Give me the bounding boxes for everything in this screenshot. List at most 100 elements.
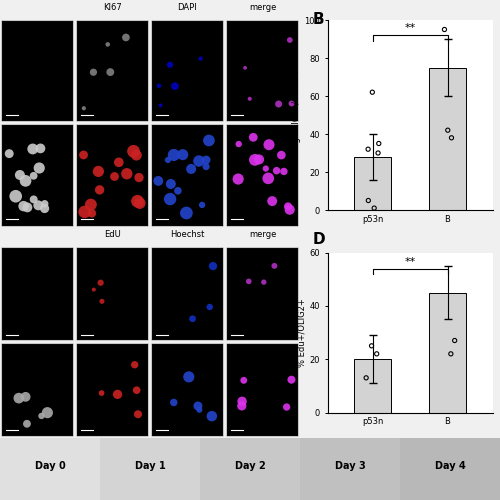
Point: [280, 168, 288, 175]
Point: [286, 36, 294, 44]
Point: [268, 197, 276, 205]
Point: [250, 134, 258, 141]
Point: [98, 298, 106, 306]
Text: KI67: KI67: [103, 2, 122, 12]
Point: [134, 197, 141, 205]
Point: [202, 162, 210, 170]
Point: [448, 134, 456, 142]
Point: [282, 403, 290, 411]
Point: [364, 196, 372, 204]
Point: [185, 373, 193, 381]
Point: [187, 165, 195, 173]
Point: [238, 402, 246, 410]
Point: [96, 186, 104, 194]
Point: [194, 402, 202, 410]
Point: [265, 140, 273, 148]
Y-axis label: % Edu+/OLIG2+: % Edu+/OLIG2+: [298, 298, 306, 367]
Point: [238, 398, 246, 406]
Point: [179, 150, 187, 158]
Text: Day 1: Day 1: [134, 460, 166, 470]
Point: [234, 175, 242, 183]
Point: [170, 151, 178, 159]
Point: [15, 394, 23, 402]
Point: [134, 410, 142, 418]
Point: [90, 286, 98, 294]
Point: [38, 412, 46, 420]
Point: [241, 64, 249, 72]
Point: [87, 200, 95, 208]
Point: [364, 145, 372, 153]
Point: [156, 102, 164, 110]
Bar: [354, 359, 391, 412]
Point: [114, 390, 122, 398]
Point: [206, 303, 214, 311]
Text: Day 0: Day 0: [34, 460, 66, 470]
Point: [35, 164, 43, 172]
Point: [288, 100, 296, 108]
Point: [130, 360, 138, 368]
Point: [80, 104, 88, 112]
Point: [198, 201, 206, 209]
Point: [115, 158, 123, 166]
Bar: [429, 292, 466, 412]
Point: [166, 61, 174, 69]
Point: [135, 174, 143, 182]
Point: [88, 210, 96, 218]
Point: [205, 136, 213, 144]
Point: [286, 206, 294, 214]
Point: [16, 171, 24, 179]
Text: **: **: [404, 257, 415, 267]
Point: [30, 172, 38, 180]
Point: [122, 34, 130, 42]
Point: [196, 406, 203, 414]
Text: DAPI: DAPI: [178, 2, 198, 12]
Point: [155, 82, 163, 90]
Point: [40, 200, 48, 208]
Point: [270, 262, 278, 270]
Point: [166, 195, 174, 203]
Point: [12, 192, 20, 200]
Point: [29, 145, 37, 153]
Point: [245, 278, 253, 285]
Point: [23, 420, 31, 428]
Point: [182, 209, 190, 217]
Point: [447, 350, 455, 358]
Text: Day 3: Day 3: [334, 460, 366, 470]
Point: [110, 172, 118, 180]
Point: [368, 342, 376, 350]
Point: [80, 208, 88, 216]
Text: merge: merge: [249, 2, 276, 12]
Point: [167, 180, 175, 188]
Point: [22, 177, 30, 185]
Point: [288, 376, 296, 384]
Text: Day 2: Day 2: [234, 460, 266, 470]
Point: [234, 140, 242, 148]
Point: [195, 157, 203, 165]
Point: [170, 398, 178, 406]
Point: [208, 412, 216, 420]
Text: merge: merge: [249, 230, 276, 239]
Point: [22, 393, 30, 401]
Point: [246, 95, 254, 103]
Point: [132, 151, 140, 159]
Point: [5, 150, 13, 158]
Point: [362, 374, 370, 382]
Point: [80, 151, 88, 159]
Point: [188, 314, 196, 322]
Point: [374, 149, 382, 157]
Point: [44, 408, 52, 416]
Point: [255, 156, 263, 164]
Point: [209, 262, 217, 270]
Point: [278, 151, 285, 159]
Point: [240, 376, 248, 384]
Bar: [429, 68, 466, 210]
Text: Day 4: Day 4: [434, 460, 466, 470]
Point: [264, 174, 272, 182]
Point: [274, 100, 282, 108]
Point: [24, 204, 32, 212]
Point: [251, 156, 259, 164]
Y-axis label: % high KI67+/OLIG2+: % high KI67+/OLIG2+: [292, 68, 302, 162]
Point: [90, 68, 98, 76]
Point: [284, 202, 292, 210]
Point: [130, 148, 138, 156]
